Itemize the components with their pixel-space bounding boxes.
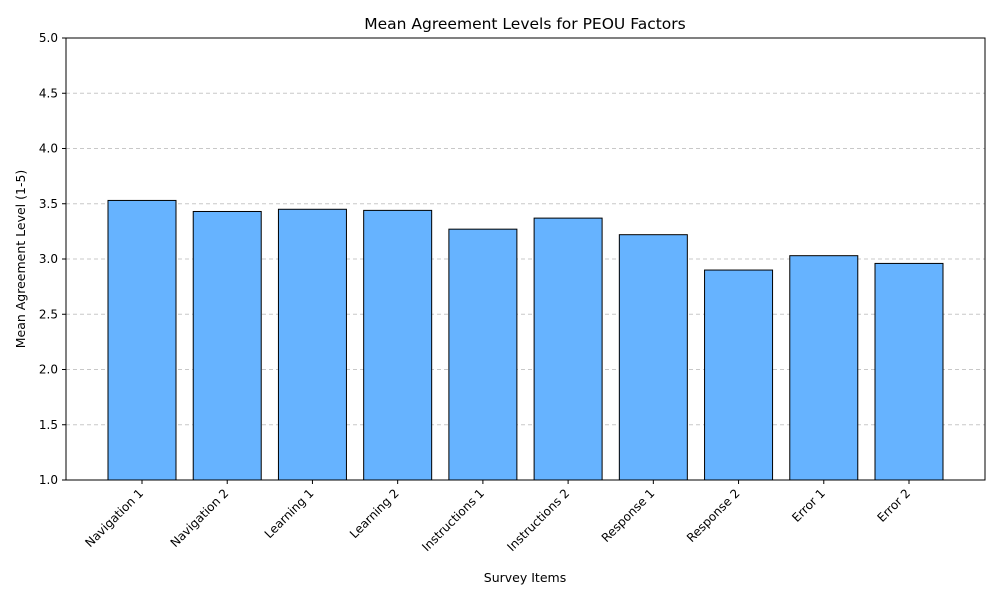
y-axis-label: Mean Agreement Level (1-5) (13, 170, 28, 349)
y-tick-label: 3.5 (39, 197, 58, 211)
y-tick-label: 3.0 (39, 252, 58, 266)
y-tick-label: 2.5 (39, 307, 58, 321)
x-tick-label: Navigation 2 (168, 486, 232, 550)
bar (448, 228, 518, 481)
bar (107, 199, 177, 481)
x-tick-label: Error 2 (874, 486, 913, 525)
y-tick-label: 2.0 (39, 363, 58, 377)
bar (192, 210, 262, 481)
x-tick-label: Instructions 1 (419, 486, 487, 554)
y-tick-label: 1.0 (39, 473, 58, 487)
bar (874, 262, 944, 481)
x-tick-label: Response 2 (684, 486, 743, 545)
bar (363, 209, 433, 481)
bar (789, 255, 859, 481)
y-tick-label: 4.0 (39, 142, 58, 156)
bar (618, 234, 688, 481)
x-tick-label: Response 1 (599, 486, 658, 545)
bar (704, 269, 774, 481)
y-tick-label: 5.0 (39, 31, 58, 45)
x-tick-label: Learning 2 (347, 486, 402, 541)
x-tick-label: Learning 1 (262, 486, 317, 541)
y-axis-ticks: 1.0 1.5 2.0 2.5 3.0 3.5 4.0 4.5 5.0 (39, 31, 66, 487)
chart-title: Mean Agreement Levels for PEOU Factors (364, 15, 685, 33)
x-tick-label: Instructions 2 (504, 486, 572, 554)
bar (533, 217, 603, 481)
bars (107, 199, 944, 481)
x-axis-label: Survey Items (484, 570, 566, 585)
x-tick-label: Navigation 1 (82, 486, 146, 550)
bar (277, 208, 347, 481)
y-tick-label: 4.5 (39, 86, 58, 100)
x-axis-ticks: Navigation 1 Navigation 2 Learning 1 Learni… (82, 480, 913, 554)
x-tick-label: Error 1 (789, 486, 828, 525)
y-tick-label: 1.5 (39, 418, 58, 432)
